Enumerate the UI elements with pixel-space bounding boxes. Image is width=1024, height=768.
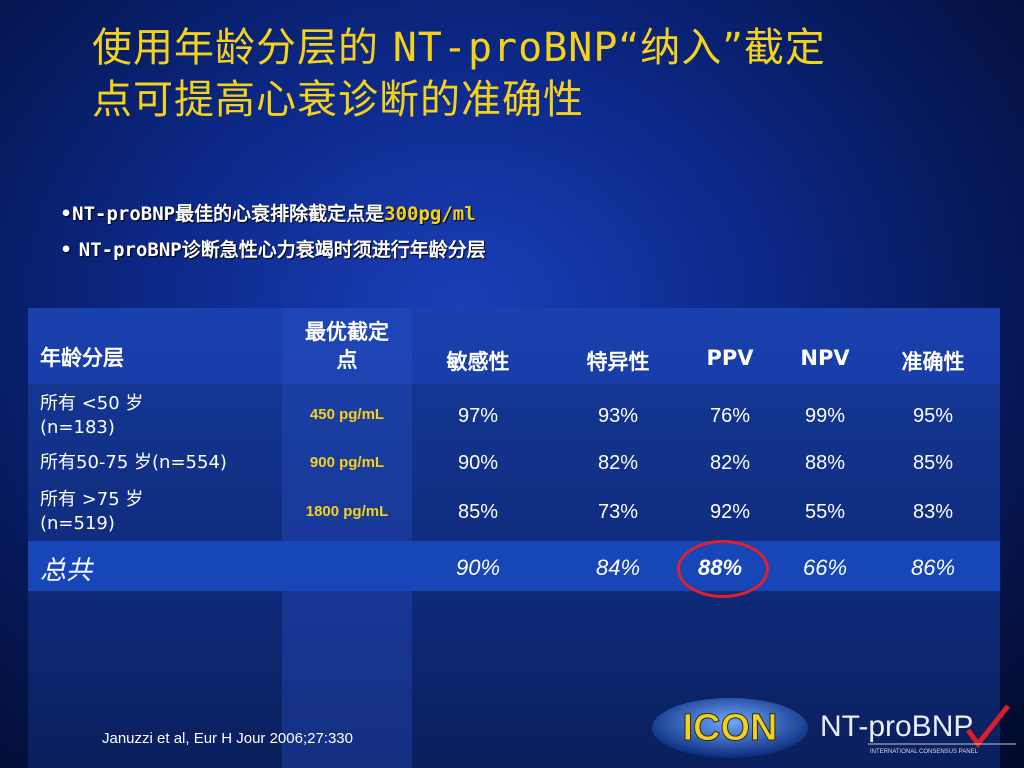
row-label-line1: 所有 >75 岁 bbox=[40, 489, 144, 510]
ppv-value: 82% bbox=[709, 452, 751, 474]
citation: Januzzi et al, Eur H Jour 2006;27:330 bbox=[102, 730, 353, 747]
specificity-value: 82% bbox=[597, 452, 639, 474]
ppv-value: 76% bbox=[709, 405, 751, 427]
accuracy-value: 85% bbox=[912, 452, 954, 474]
slide-title: 使用年龄分层的 NT-proBNP“纳入”截定 点可提高心衰诊断的准确性 bbox=[92, 22, 972, 126]
ntprobnp-logo: NT-proBNP INTERNATIONAL CONSENSUS PANEL bbox=[820, 704, 1016, 755]
npv-value: 88% bbox=[804, 452, 846, 474]
total-accuracy: 86% bbox=[910, 555, 956, 580]
icon-logo: ICON bbox=[652, 698, 808, 758]
total-sensitivity: 90% bbox=[455, 555, 501, 580]
accuracy-value: 95% bbox=[912, 405, 954, 427]
bullet-mark: • bbox=[60, 239, 79, 261]
cutoff-value: 900 pg/mL bbox=[309, 454, 385, 471]
row-label-line2: (n=183) bbox=[40, 417, 115, 438]
header-ppv: PPV bbox=[706, 346, 754, 370]
header-sensitivity: 敏感性 bbox=[446, 350, 510, 374]
bullet-item-2: • NT-proBNP诊断急性心力衰竭时须进行年龄分层 bbox=[60, 232, 486, 268]
row-label: 所有50-75 岁(n=554) bbox=[40, 452, 227, 473]
header-band bbox=[28, 308, 1000, 384]
header-npv: NPV bbox=[800, 346, 850, 370]
globe-icon bbox=[652, 698, 808, 758]
npv-value: 55% bbox=[804, 501, 846, 523]
bullet-text: 最佳的心衰排除截定点是 bbox=[175, 203, 385, 225]
specificity-value: 93% bbox=[597, 405, 639, 427]
bullet-item-1: •NT-proBNP最佳的心衰排除截定点是300pg/ml bbox=[60, 196, 486, 232]
title-part3: “纳入”截定 bbox=[618, 25, 826, 71]
bullet-term: NT-proBNP bbox=[78, 239, 182, 261]
specificity-value: 73% bbox=[597, 501, 639, 523]
total-row-band bbox=[28, 541, 1000, 591]
checkmark-icon bbox=[965, 704, 1010, 749]
row-label: 所有 <50 岁 (n=183) bbox=[40, 392, 143, 440]
cutoff-column-shade bbox=[282, 308, 412, 768]
npv-value: 99% bbox=[804, 405, 846, 427]
nt-logo-text: NT-proBNP bbox=[820, 710, 973, 743]
data-table: 年龄分层 最优截定 点 敏感性 特异性 PPV NPV 准确性 所有 <50 岁… bbox=[28, 308, 1000, 768]
accuracy-value: 83% bbox=[912, 501, 954, 523]
sensitivity-value: 90% bbox=[457, 452, 499, 474]
header-specificity: 特异性 bbox=[586, 350, 650, 374]
title-part2: NT-proBNP bbox=[392, 25, 619, 71]
bullet-list: •NT-proBNP最佳的心衰排除截定点是300pg/ml • NT-proBN… bbox=[60, 196, 486, 268]
header-cutoff: 最优截定 点 bbox=[305, 320, 389, 372]
header-age: 年龄分层 bbox=[40, 346, 124, 370]
row-label-line2: (n=519) bbox=[40, 513, 115, 534]
nt-logo-subtext: INTERNATIONAL CONSENSUS PANEL bbox=[870, 749, 979, 755]
bullet-highlight: 300pg/ml bbox=[384, 203, 476, 225]
total-specificity: 84% bbox=[595, 555, 641, 580]
sensitivity-value: 97% bbox=[457, 405, 499, 427]
bullet-mark: • bbox=[60, 203, 73, 225]
row-label: 所有 >75 岁 (n=519) bbox=[40, 488, 143, 536]
row-label-line1: 所有 <50 岁 bbox=[40, 393, 144, 414]
ppv-value: 92% bbox=[709, 501, 751, 523]
highlight-circle bbox=[677, 540, 769, 598]
cutoff-value: 450 pg/mL bbox=[309, 406, 385, 423]
icon-logo-text: ICON bbox=[683, 707, 778, 749]
total-npv: 66% bbox=[802, 555, 848, 580]
title-part1: 使用年龄分层的 bbox=[92, 25, 393, 71]
total-label: 总共 bbox=[40, 556, 93, 586]
cutoff-value: 1800 pg/mL bbox=[305, 503, 389, 520]
sensitivity-value: 85% bbox=[457, 501, 499, 523]
title-line2: 点可提高心衰诊断的准确性 bbox=[92, 77, 584, 123]
bullet-term: NT-proBNP bbox=[72, 203, 176, 225]
bullet-text: 诊断急性心力衰竭时须进行年龄分层 bbox=[181, 239, 486, 261]
header-accuracy: 准确性 bbox=[901, 350, 965, 374]
